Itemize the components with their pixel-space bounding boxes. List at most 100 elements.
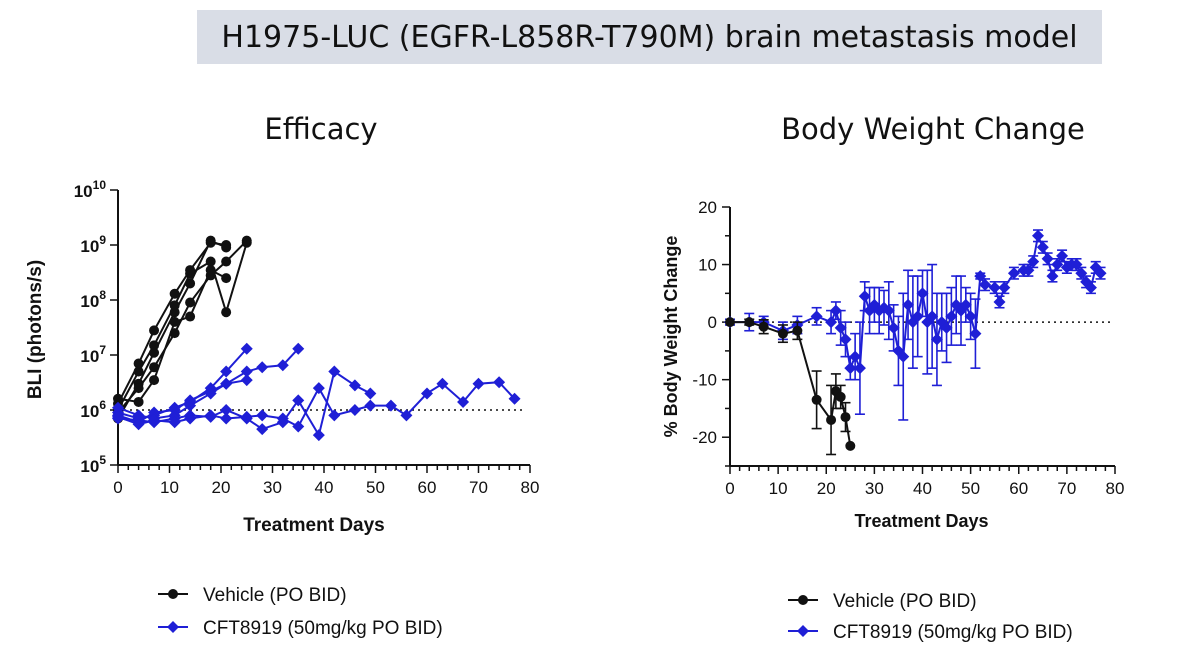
vehicle-data-point [758,321,769,332]
treatment-data-point [256,423,269,436]
treatment-data-point [112,410,124,423]
treatment-data-point [312,429,325,442]
vehicle-data-point [169,316,180,327]
body-weight-legend: Vehicle (PO BID) CFT8919 (50mg/kg PO BID) [788,591,1073,643]
vehicle-data-point [113,393,123,404]
vehicle-data-point [777,328,788,339]
treatment-data-point [926,310,939,323]
vehicle-data-point [149,340,160,351]
y-tick-label: 0 [708,313,717,332]
vehicle-data-point [811,394,822,405]
x-tick-label: 0 [725,479,734,498]
x-tick-label: 50 [961,479,980,498]
vehicle-data-point [205,237,216,248]
body-weight-chart-title: Body Weight Change [781,112,1085,146]
y-tick-label: 105 [80,453,106,476]
treatment-data-point [421,387,433,400]
x-tick-label: 80 [521,478,540,497]
y-tick-label: -10 [692,371,717,390]
vehicle-legend-marker [798,595,808,605]
x-tick-label: 10 [769,479,788,498]
treatment-data-point [493,376,506,389]
x-tick-label: 20 [212,478,231,497]
treatment-data-point [993,295,1006,308]
vehicle-data-point [826,414,837,425]
vehicle-data-point [149,325,160,336]
x-tick-label: 30 [865,479,884,498]
treatment-data-point [897,350,910,363]
y-axis-label: % Body Weight Change [661,236,681,438]
vehicle-data-point [221,273,232,284]
treatment-data-point [1070,258,1083,271]
treatment-data-point [148,406,161,419]
treatment-data-point [825,316,838,329]
y-tick-label: 109 [80,233,106,256]
treatment-data-point [974,270,987,283]
treatment-data-point [979,278,992,291]
x-tick-label: 80 [1106,479,1125,498]
vehicle-data-point [149,362,160,373]
treatment-data-point [276,359,289,372]
vehicle-data-point [133,383,144,394]
body-weight-chart: 0 10 20 30 40 50 60 70 80 -20 -10 0 10 20 Treatment Da… [661,198,1124,531]
treatment-data-point [882,304,895,317]
vehicle-data-point [149,375,160,386]
treatment-legend-label: CFT8919 (50mg/kg PO BID) [833,622,1073,643]
x-tick-label: 20 [817,479,836,498]
x-tick-label: 60 [1009,479,1028,498]
treatment-data-point [292,394,305,407]
treatment-data-point [839,333,852,346]
treatment-data-point [911,310,924,323]
y-tick-label: 10 [698,256,717,275]
vehicle-series-line [730,321,852,447]
treatment-data-point [364,387,377,400]
treatment-data-point [348,404,361,416]
y-tick-label: 107 [80,343,106,366]
treatment-data-point [132,418,145,431]
vehicle-data-point [205,265,216,276]
treatment-data-point [276,412,289,425]
treatment-data-point [849,350,862,363]
treatment-data-point [328,409,341,422]
y-tick-label: -20 [692,428,717,447]
treatment-data-point [940,321,953,334]
treatment-data-point [829,304,842,317]
treatment-data-point [364,399,377,412]
treatment-data-point [1022,264,1035,277]
treatment-data-point [312,382,325,395]
treatment-data-point [148,414,161,427]
treatment-data-point [1036,241,1049,254]
vehicle-data-point [185,311,196,322]
treatment-data-point [887,321,900,334]
treatment-data-point [204,409,217,422]
treatment-data-point [1032,229,1044,242]
treatment-data-point [220,412,233,425]
treatment-data-point [930,333,943,346]
treatment-data-point [220,404,233,416]
x-tick-label: 10 [160,478,179,497]
treatment-data-point [292,342,305,355]
vehicle-data-point [835,391,846,402]
vehicle-data-point [169,300,180,311]
efficacy-chart: 0 10 20 30 40 50 60 70 80 105 106 107 108 109 1010 Trea… [25,178,539,536]
vehicle-data-point [169,288,180,299]
x-tick-label: 40 [315,478,334,497]
vehicle-data-point [221,307,232,318]
treatment-legend-marker [797,625,809,637]
x-tick-label: 0 [113,478,122,497]
x-tick-label: 70 [1057,479,1076,498]
vehicle-data-point [725,317,735,328]
treatment-data-point [998,281,1011,294]
vehicle-data-point [744,317,755,328]
treatment-data-point [168,416,181,429]
treatment-data-point [1084,281,1097,294]
treatment-data-point [508,392,521,405]
vehicle-legend-marker [168,589,178,599]
treatment-data-point [240,342,253,355]
vehicle-data-point [840,412,851,423]
treatment-data-point [436,377,449,390]
treatment-data-point [472,377,485,390]
y-tick-label: 108 [80,288,106,311]
treatment-data-point [1075,267,1088,280]
treatment-data-point [916,287,929,300]
